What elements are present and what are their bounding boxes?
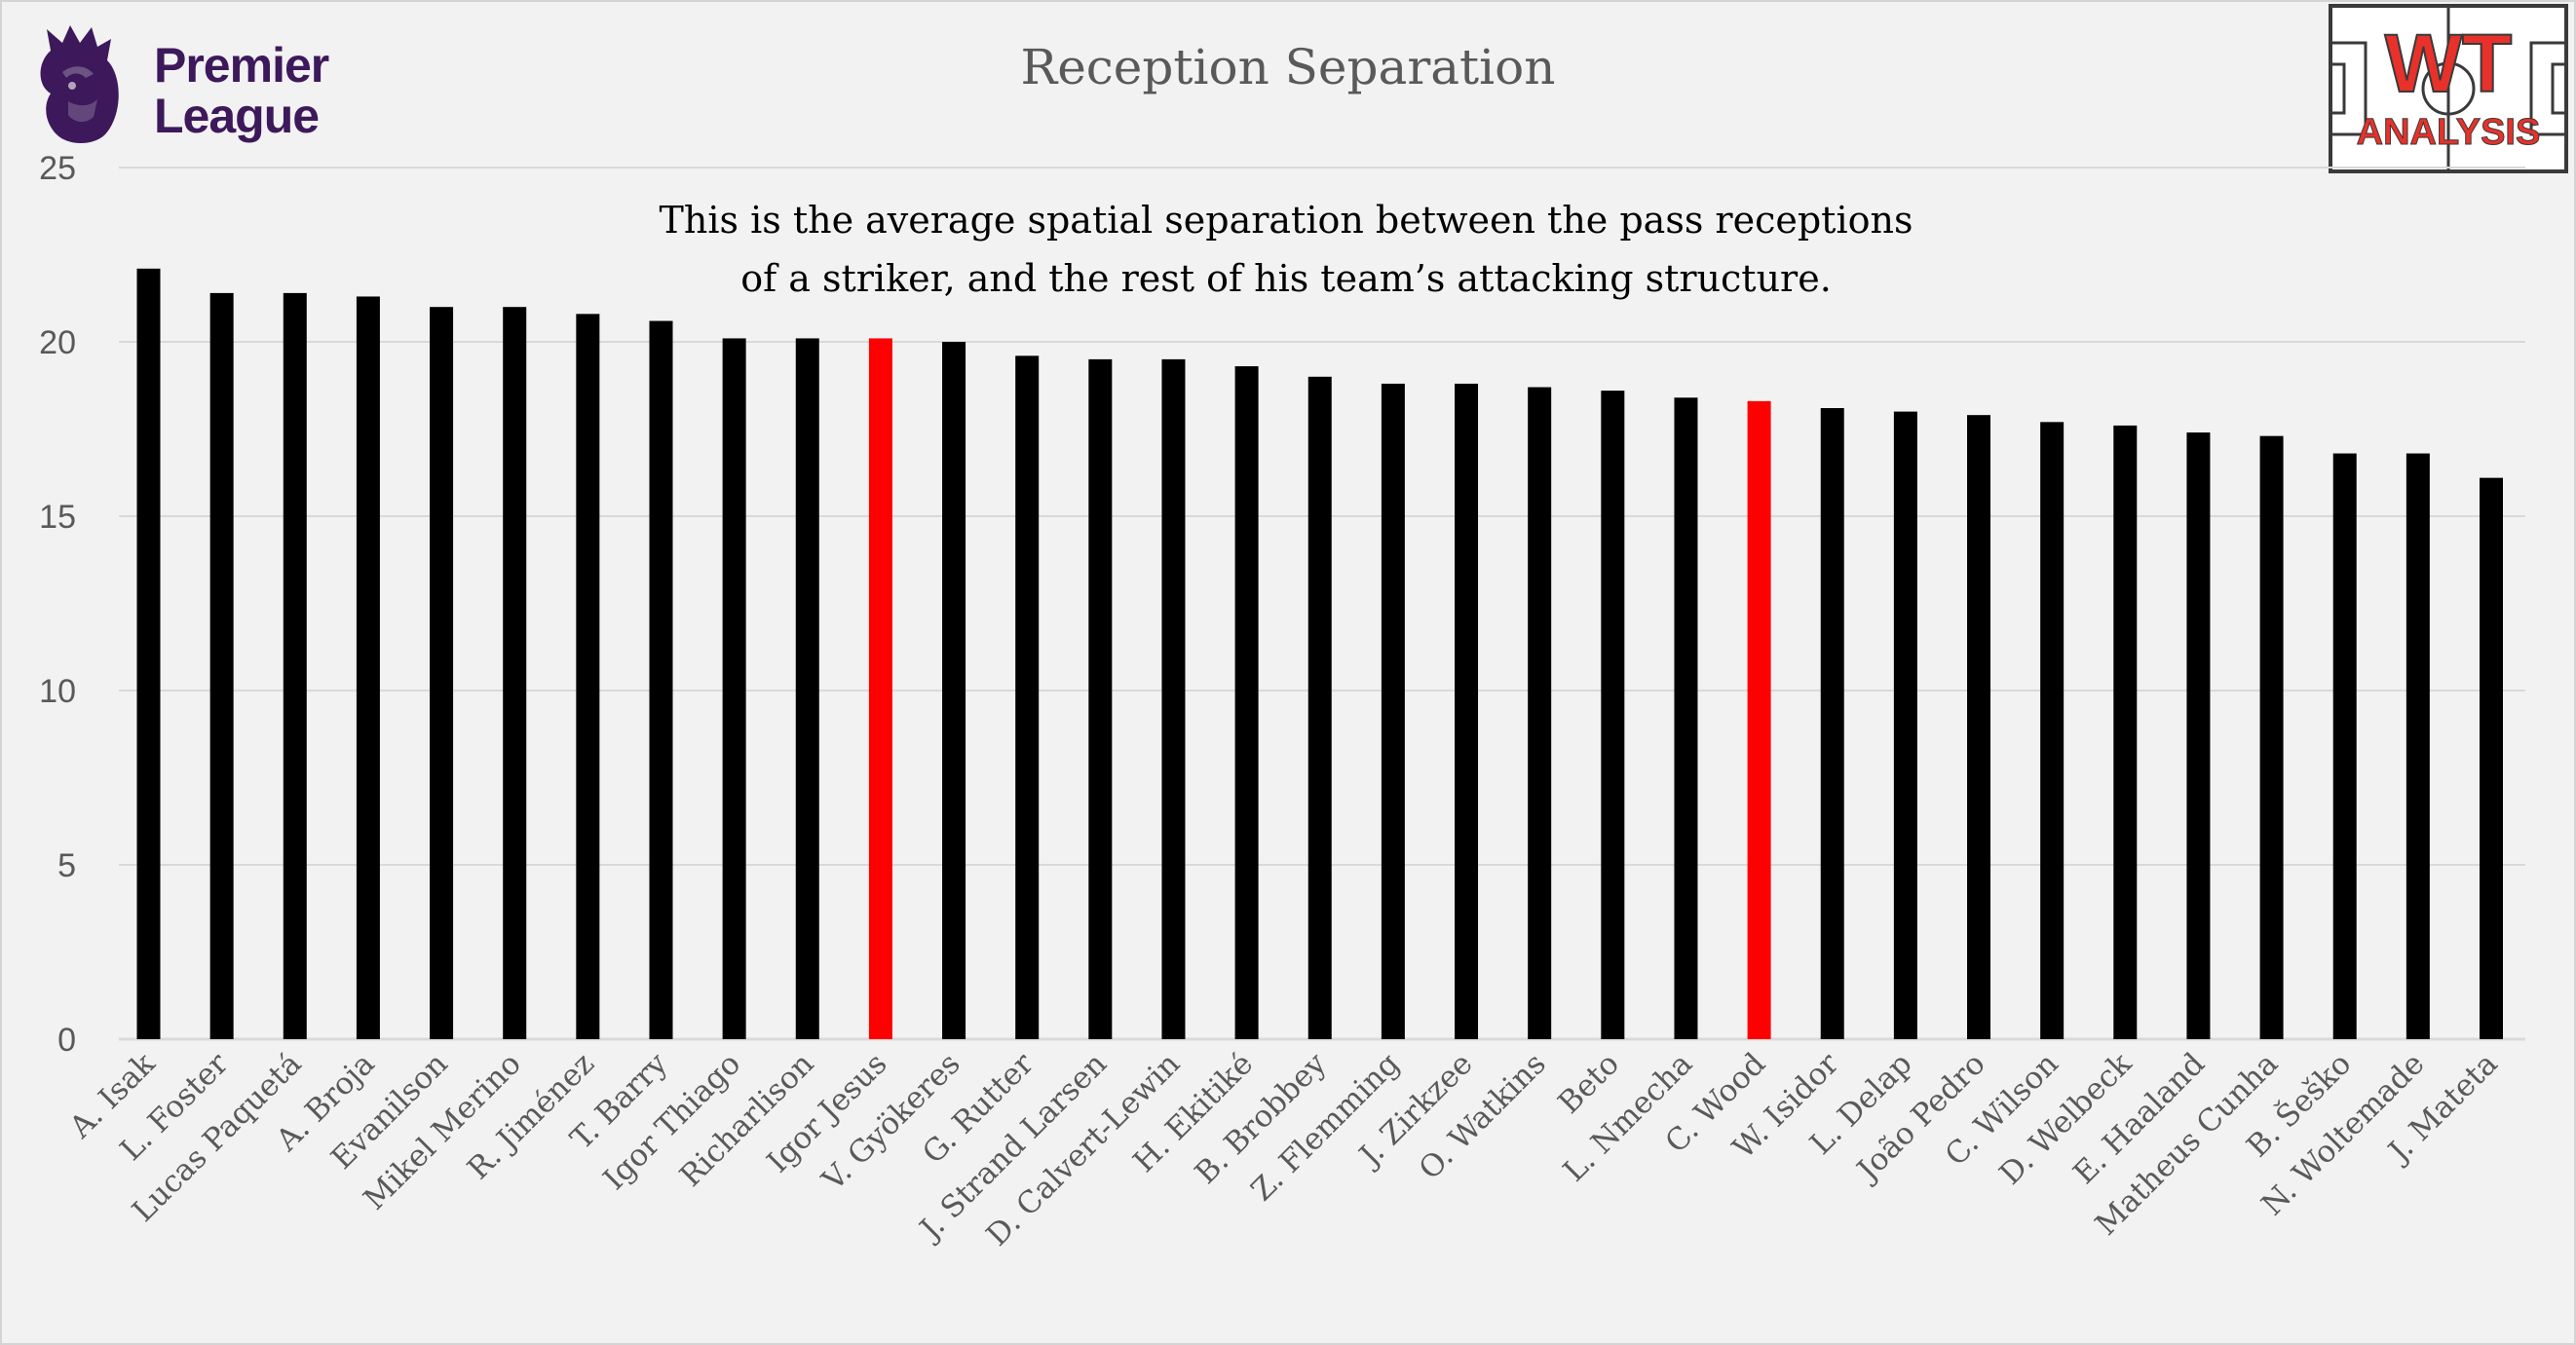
bar [503, 307, 527, 1039]
bar [1528, 387, 1552, 1039]
wt-letters: WT [2385, 18, 2513, 109]
premier-league-logo: Premier League [29, 19, 360, 161]
y-tick-label: 0 [57, 1022, 76, 1059]
pitch-icon: WT ANALYSIS [2329, 4, 2568, 173]
wt-analysis-word: ANALYSIS [2357, 112, 2541, 153]
bar [868, 338, 892, 1039]
bar [1307, 376, 1332, 1039]
bar [2113, 425, 2138, 1039]
bar [283, 292, 307, 1039]
bar [2259, 435, 2284, 1039]
bar [942, 342, 966, 1039]
y-tick-label: 25 [39, 150, 76, 187]
bar [2406, 453, 2430, 1039]
bar [1455, 383, 1479, 1040]
bar [209, 292, 234, 1039]
bar [1601, 391, 1625, 1039]
lion-crest-icon [40, 25, 119, 143]
bar [2186, 432, 2211, 1040]
bar [1088, 358, 1113, 1039]
chart-subtitle: This is the average spatial separation b… [487, 191, 2085, 308]
bar [1747, 400, 1771, 1039]
y-tick-label: 15 [39, 499, 76, 536]
bar [1234, 366, 1259, 1039]
bar [1381, 383, 1405, 1040]
bar [1893, 411, 1917, 1040]
premier-league-line1: Premier [154, 38, 329, 93]
bars [136, 268, 2503, 1040]
y-axis-ticks: 0 5 10 15 20 25 [39, 150, 76, 1059]
premier-league-line2: League [154, 89, 320, 143]
y-tick-label: 10 [39, 673, 76, 710]
bar [356, 296, 380, 1040]
bar [1015, 355, 1040, 1039]
bar [576, 314, 600, 1039]
bar [722, 338, 746, 1039]
subtitle-line-2: of a striker, and the rest of his team’s… [740, 257, 1832, 300]
bar [1161, 358, 1186, 1039]
bar [1820, 408, 1844, 1039]
y-tick-label: 20 [39, 324, 76, 361]
bar [430, 307, 454, 1039]
bar [2040, 422, 2065, 1040]
bar [795, 338, 819, 1039]
chart-title: Reception Separation [1020, 39, 1556, 95]
bar [1967, 415, 1991, 1039]
bar [2332, 453, 2357, 1039]
subtitle-line-1: This is the average spatial separation b… [659, 199, 1913, 242]
bar [2480, 477, 2503, 1039]
bar [649, 320, 673, 1039]
wt-analysis-logo: WT ANALYSIS [2329, 4, 2568, 173]
bar [1674, 397, 1698, 1039]
bar [136, 268, 161, 1039]
y-tick-label: 5 [57, 847, 76, 884]
